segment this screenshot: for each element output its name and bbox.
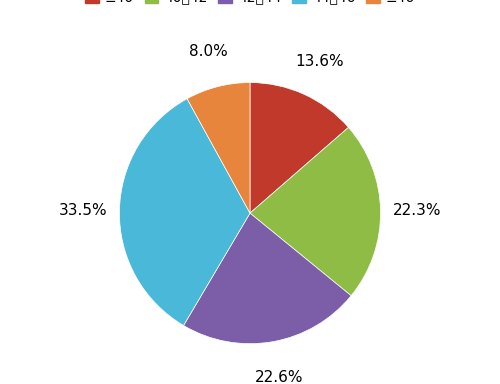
Text: 13.6%: 13.6%: [295, 53, 344, 68]
Wedge shape: [250, 127, 380, 296]
Wedge shape: [187, 83, 250, 213]
Text: 22.6%: 22.6%: [255, 370, 304, 384]
Text: 33.5%: 33.5%: [58, 203, 107, 218]
Text: 22.3%: 22.3%: [393, 203, 442, 218]
Legend: ≤40, 40～42, 42～44, 44～46, ≥46: ≤40, 40～42, 42～44, 44～46, ≥46: [80, 0, 420, 10]
Wedge shape: [250, 83, 348, 213]
Text: 8.0%: 8.0%: [189, 44, 228, 59]
Wedge shape: [120, 99, 250, 326]
Wedge shape: [184, 213, 351, 344]
